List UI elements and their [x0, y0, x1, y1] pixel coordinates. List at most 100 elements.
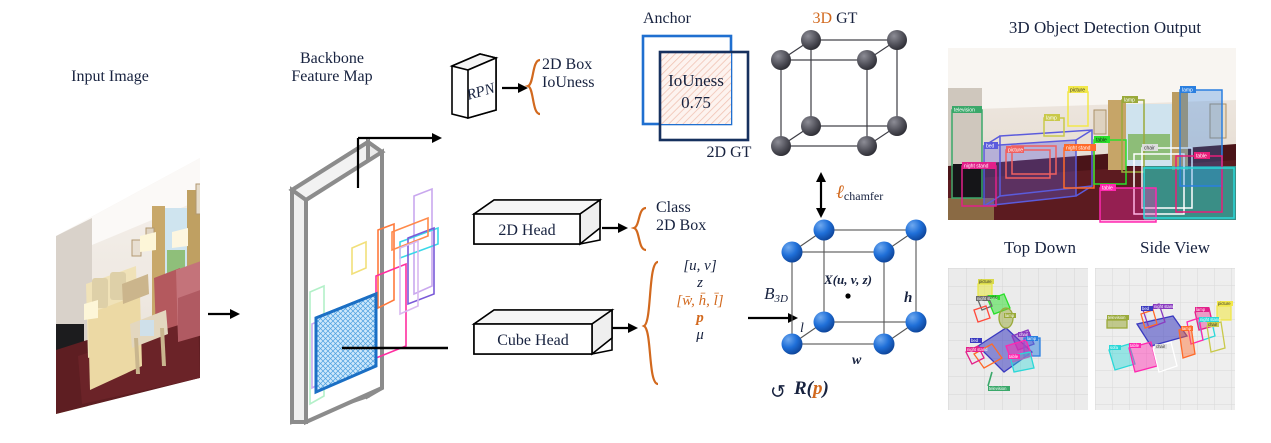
svg-text:night stand: night stand	[1154, 304, 1175, 309]
gt-3d-cube	[771, 30, 907, 156]
svg-text:lamp: lamp	[1182, 326, 1192, 331]
iouness-label: IoUness	[668, 71, 724, 90]
input-image-panel	[56, 158, 240, 414]
rpn-output-2d-box: 2D Box	[542, 56, 593, 73]
gt-2d-box	[658, 50, 750, 142]
head-cube-label: Cube Head	[497, 332, 569, 349]
connector-to-rpn	[356, 133, 442, 188]
svg-text:table: table	[1196, 154, 1207, 160]
svg-text:lamp: lamp	[1196, 307, 1206, 312]
rpn-block: RPN	[449, 53, 541, 120]
chamfer-arrow	[816, 172, 826, 218]
side-view: television bed night stand lamp night st…	[1095, 268, 1235, 410]
rotation-label: R(p)	[794, 378, 884, 400]
cube-output-p: p	[696, 309, 704, 326]
gt-3d-caption-3d: 3D	[812, 10, 833, 27]
svg-text:television: television	[1108, 315, 1126, 320]
cube-width-label: w	[852, 353, 862, 368]
head-2d-output-class: Class	[656, 199, 691, 216]
svg-text:picture: picture	[1218, 301, 1231, 306]
cube-length-label: l	[800, 321, 804, 336]
head-cube-arrow-brace	[612, 260, 659, 386]
svg-text:chair: chair	[1144, 146, 1155, 152]
cube-output-uv: [u, v]	[683, 258, 717, 274]
proposal-boxes	[309, 187, 439, 406]
svg-text:table: table	[1102, 186, 1113, 192]
box-picture-1	[1005, 145, 1057, 179]
svg-text:table: table	[989, 295, 999, 300]
svg-text:sofa: sofa	[1110, 345, 1119, 350]
b3d-subscript: 3D	[774, 293, 788, 305]
svg-text:picture: picture	[1070, 88, 1085, 94]
detection-boxes	[951, 89, 1235, 223]
svg-text:picture: picture	[1008, 148, 1023, 154]
svg-text:table: table	[1009, 354, 1019, 359]
backbone-caption-line2: Feature Map	[291, 68, 373, 86]
rotation-label-close: )	[822, 378, 829, 399]
head-2d-output-2d-box: 2D Box	[656, 217, 707, 235]
head-2d-label: 2D Head	[498, 222, 555, 239]
b3d-arrow	[748, 313, 798, 323]
top-down-labels: picture table night stand lamp bed night…	[966, 279, 1038, 391]
chamfer-ell-symbol: ℓ	[836, 182, 844, 203]
head-cube-outputs: [u, v] z [w̄, h̄, l̄] p μ	[648, 258, 752, 344]
detection-output-caption: 3D Object Detection Output	[1008, 18, 1202, 37]
box-chair	[1133, 147, 1193, 215]
anchor-caption: Anchor	[643, 10, 691, 27]
svg-text:bed: bed	[971, 338, 979, 343]
intersection-region	[660, 52, 731, 124]
chamfer-subscript: chamfer	[843, 189, 884, 203]
svg-text:table: table	[1130, 343, 1140, 348]
box-bed	[983, 129, 1093, 207]
rpn-output-iouness: IoUness	[542, 74, 595, 92]
head-cube-output-brace	[641, 260, 659, 386]
b3d-label: B3D	[752, 284, 800, 306]
detection-labels: television bed picture night stand lamp …	[952, 86, 1210, 192]
svg-text:table: table	[1096, 138, 1107, 144]
svg-text:lamp: lamp	[1046, 116, 1057, 122]
backbone-caption: Backbone Feature Map	[252, 50, 412, 87]
chamfer-loss-label: ℓchamfer	[836, 182, 922, 204]
input-image-caption: Input Image	[71, 68, 149, 85]
svg-text:chair: chair	[1019, 332, 1029, 337]
arrow-image-to-backbone	[208, 309, 240, 319]
svg-text:bed: bed	[986, 144, 995, 150]
cube-height-label: h	[904, 290, 912, 306]
svg-text:television: television	[989, 386, 1007, 391]
b3d-main: B	[764, 284, 775, 303]
svg-text:lamp: lamp	[1182, 88, 1193, 94]
predicted-cube-corners	[781, 219, 927, 355]
cube-center-label: X(u, v, z)	[823, 272, 872, 287]
rpn-slab: RPN	[449, 53, 499, 120]
rpn-output-brace	[524, 58, 541, 116]
predicted-cube-edges	[791, 229, 917, 345]
head-2d-arrow	[602, 206, 647, 252]
svg-text:chair: chair	[1208, 322, 1218, 327]
detection-output-image: television bed picture night stand lamp …	[948, 48, 1236, 223]
svg-text:chair: chair	[1156, 344, 1166, 349]
svg-text:lamp: lamp	[1124, 98, 1135, 104]
head-cube-block: Cube Head	[471, 308, 615, 356]
svg-text:bed: bed	[1142, 306, 1150, 311]
cube-output-z: z	[697, 275, 703, 292]
rpn-outputs: 2D Box IoUness	[542, 56, 594, 93]
head-2d-block: 2D Head	[471, 198, 603, 246]
box-lamp-3	[1179, 89, 1223, 187]
gt-3d-caption: 3D GT	[795, 10, 875, 28]
svg-text:picture: picture	[979, 279, 992, 284]
svg-text:lamp: lamp	[1027, 336, 1037, 341]
svg-text:night stand: night stand	[1200, 317, 1221, 322]
svg-text:television: television	[954, 108, 975, 114]
svg-text:night stand: night stand	[967, 347, 988, 352]
svg-text:night stand: night stand	[977, 296, 998, 301]
gt-2d-caption: 2D GT	[706, 144, 752, 161]
head-2d-outputs: Class 2D Box	[656, 199, 706, 236]
gt-3d-caption-gt: GT	[836, 10, 858, 27]
top-down-view: picture table night stand lamp bed night…	[948, 268, 1088, 410]
side-view-labels: television bed night stand lamp night st…	[1107, 301, 1233, 350]
backbone-caption-line1: Backbone	[300, 50, 364, 67]
svg-text:night stand: night stand	[964, 164, 989, 170]
box-table-2	[1099, 187, 1157, 223]
iouness-value: 0.75	[681, 93, 711, 112]
gt-3d-corners	[771, 30, 907, 156]
